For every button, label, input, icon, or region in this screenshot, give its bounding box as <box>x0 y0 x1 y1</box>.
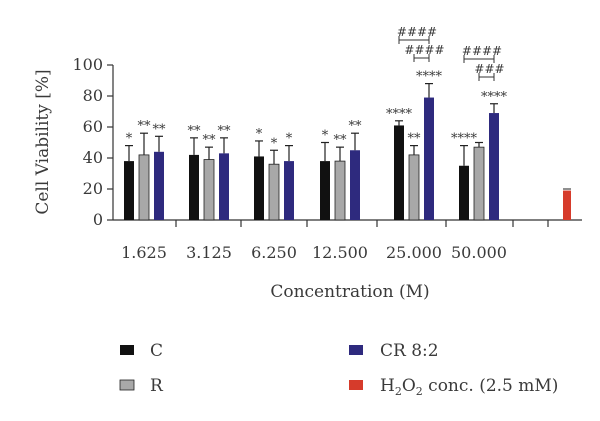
x-tick-label: 50.000 <box>451 243 507 262</box>
bar-0-2 <box>254 156 264 220</box>
bars-group <box>124 82 571 221</box>
legend: C R CR 8:2 H2O2 conc. (2.5 mM) <box>119 341 558 398</box>
y-tick-label: 60 <box>83 117 103 136</box>
bar-2-2 <box>284 161 294 220</box>
bar-1-1 <box>203 159 215 221</box>
bar-0-0 <box>124 161 134 220</box>
y-tick-label: 0 <box>93 210 103 229</box>
bar-1-4 <box>408 154 420 221</box>
y-tick-label: 20 <box>83 179 103 198</box>
bar-2-3 <box>350 150 360 220</box>
bar-2-1 <box>219 153 229 220</box>
bar-1-3 <box>334 160 346 221</box>
y-axis-title: Cell Viability [%] <box>33 69 53 214</box>
significance-label: ** <box>188 124 202 139</box>
bar-1-5 <box>473 146 485 221</box>
x-tick-label: 25.000 <box>386 243 442 262</box>
significance-label: ** <box>334 133 348 148</box>
legend-swatch-r <box>119 379 135 391</box>
significance-label: ** <box>349 119 363 134</box>
y-tick-label: 80 <box>83 86 103 105</box>
bracket-label: ### <box>474 62 504 76</box>
significance-label: * <box>126 132 133 147</box>
significance-label: * <box>271 136 278 151</box>
bar-1-0 <box>138 154 150 221</box>
annotations-group: *** * ************* * ** **** *************###… <box>126 25 508 151</box>
y-tick-label: 40 <box>83 148 103 167</box>
bar-2-4 <box>424 97 434 220</box>
significance-label: **** <box>416 70 443 85</box>
legend-swatch-h2o2 <box>349 380 363 390</box>
y-tick-label: 100 <box>72 55 103 74</box>
x-tick-label: 6.250 <box>251 243 297 262</box>
bar-1-2 <box>268 163 280 221</box>
x-tick-label: 12.500 <box>312 243 368 262</box>
significance-label: ** <box>203 133 217 148</box>
legend-swatch-c <box>120 345 134 355</box>
significance-label: ** <box>153 122 167 137</box>
legend-label-r: R <box>150 376 164 396</box>
x-axis: 1.625 3.125 6.250 12.500 25.000 50.000 <box>113 219 582 262</box>
significance-label: ** <box>408 132 422 147</box>
significance-label: **** <box>481 90 508 105</box>
legend-label-c: C <box>150 341 163 361</box>
legend-swatch-cr <box>349 345 363 355</box>
significance-label: * <box>322 129 329 144</box>
bar-0-3 <box>320 161 330 220</box>
bar-control-h2o2 <box>563 190 571 220</box>
significance-label: ** <box>218 124 232 139</box>
legend-label-h2o2: H2O2 conc. (2.5 mM) <box>380 376 558 398</box>
x-tick-label: 1.625 <box>121 243 167 262</box>
significance-label: ** <box>138 119 152 134</box>
bracket-label: #### <box>462 44 502 58</box>
bracket-label: #### <box>404 43 444 57</box>
significance-label: **** <box>386 107 413 122</box>
x-axis-title: Concentration (M) <box>270 282 429 302</box>
bar-2-5 <box>489 113 499 220</box>
bar-0-1 <box>189 154 199 220</box>
bar-0-4 <box>394 125 404 220</box>
significance-label: **** <box>451 132 478 147</box>
bar-0-5 <box>459 165 469 220</box>
significance-label: * <box>286 132 293 147</box>
x-tick-label: 3.125 <box>186 243 232 262</box>
significance-label: * <box>256 127 263 142</box>
y-axis: 0 20 40 60 80 100 <box>72 55 114 229</box>
bracket-label: #### <box>397 25 437 39</box>
legend-label-cr: CR 8:2 <box>380 341 439 361</box>
bar-2-0 <box>154 151 164 220</box>
